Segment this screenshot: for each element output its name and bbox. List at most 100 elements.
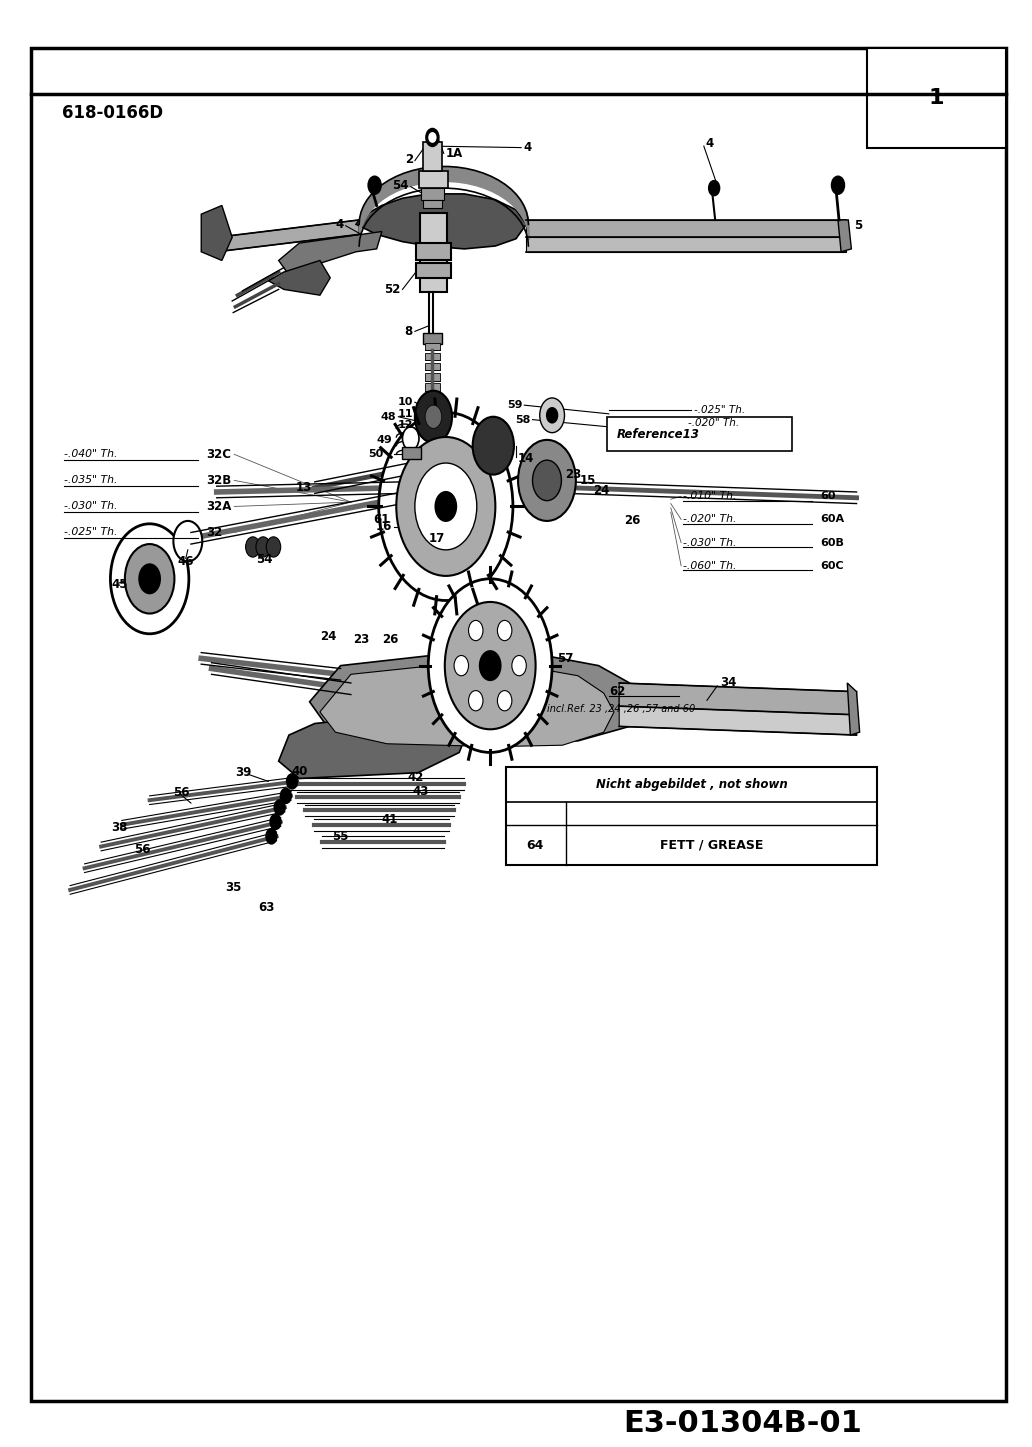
Text: 56: 56 (173, 787, 190, 799)
Text: 61: 61 (374, 514, 390, 525)
Circle shape (547, 408, 557, 423)
Text: 5: 5 (854, 220, 863, 232)
Text: 60C: 60C (820, 561, 844, 570)
Circle shape (442, 509, 466, 544)
Text: 54: 54 (256, 554, 272, 566)
Text: 4: 4 (706, 137, 714, 149)
Circle shape (533, 460, 561, 501)
Text: 60B: 60B (820, 538, 844, 547)
Circle shape (415, 463, 477, 550)
Circle shape (426, 129, 439, 146)
Bar (425, 353, 440, 360)
Circle shape (287, 774, 297, 789)
Polygon shape (847, 683, 860, 735)
Bar (425, 363, 440, 370)
Text: 10: 10 (397, 398, 413, 407)
Text: 1A: 1A (446, 148, 463, 159)
Circle shape (512, 655, 526, 676)
Text: 35: 35 (225, 881, 241, 893)
Text: 58: 58 (515, 415, 530, 424)
Text: 4: 4 (335, 218, 344, 230)
Polygon shape (268, 260, 330, 295)
Text: 60: 60 (820, 492, 836, 501)
Circle shape (266, 537, 281, 557)
Circle shape (445, 602, 536, 729)
Text: 14: 14 (518, 453, 535, 464)
Text: FETT / GREASE: FETT / GREASE (660, 839, 764, 851)
Circle shape (497, 690, 512, 710)
Text: 46: 46 (178, 556, 194, 567)
Bar (425, 343, 440, 350)
Circle shape (436, 492, 456, 521)
Circle shape (246, 537, 260, 557)
Text: 23: 23 (566, 469, 582, 480)
Circle shape (402, 427, 419, 450)
Polygon shape (526, 220, 846, 252)
Bar (420, 213, 447, 292)
Text: 12: 12 (397, 421, 413, 430)
Circle shape (275, 800, 285, 815)
Bar (423, 200, 442, 208)
Text: 54: 54 (392, 179, 409, 191)
Text: 45: 45 (111, 579, 128, 590)
Circle shape (281, 789, 291, 803)
Text: Nicht abgebildet , not shown: Nicht abgebildet , not shown (595, 778, 787, 790)
Polygon shape (320, 666, 614, 747)
Circle shape (379, 412, 513, 601)
Text: 34: 34 (720, 677, 737, 689)
Circle shape (256, 537, 270, 557)
Text: -.020" Th.: -.020" Th. (683, 515, 737, 524)
Text: 8: 8 (405, 326, 413, 337)
Text: -.010" Th.: -.010" Th. (683, 492, 737, 501)
Text: -.040" Th.: -.040" Th. (64, 450, 118, 459)
Text: 24: 24 (320, 631, 336, 642)
Polygon shape (279, 709, 470, 778)
Text: 43: 43 (413, 786, 429, 797)
Bar (402, 447, 421, 459)
Circle shape (473, 417, 514, 475)
Text: 26: 26 (624, 515, 641, 527)
Polygon shape (619, 683, 857, 715)
Text: 39: 39 (235, 767, 252, 778)
Text: 11: 11 (397, 410, 413, 418)
Bar (423, 333, 442, 344)
Circle shape (540, 398, 565, 433)
Text: Reference13: Reference13 (617, 428, 700, 440)
Polygon shape (310, 654, 640, 741)
Circle shape (469, 690, 483, 710)
Text: 23: 23 (353, 634, 369, 645)
Circle shape (497, 621, 512, 641)
Polygon shape (217, 220, 359, 252)
Text: 59: 59 (507, 401, 522, 410)
Bar (867, 48, 1006, 148)
Text: incl.Ref. 23 ,24 ,26 ,57 and 60: incl.Ref. 23 ,24 ,26 ,57 and 60 (547, 705, 696, 713)
Circle shape (428, 579, 552, 752)
Text: 64: 64 (526, 839, 543, 851)
Polygon shape (838, 220, 851, 252)
Text: 52: 52 (384, 284, 400, 295)
Text: -.060" Th.: -.060" Th. (683, 561, 737, 570)
Text: -.035" Th.: -.035" Th. (64, 476, 118, 485)
Text: 56: 56 (134, 844, 151, 855)
Circle shape (454, 655, 469, 676)
Text: E3-01304B-01: E3-01304B-01 (623, 1409, 863, 1438)
Text: 41: 41 (382, 813, 398, 825)
Text: 50: 50 (368, 450, 384, 459)
Text: 17: 17 (428, 532, 445, 544)
Circle shape (270, 815, 281, 829)
Circle shape (125, 544, 174, 614)
Polygon shape (279, 232, 382, 275)
Circle shape (709, 181, 719, 195)
FancyBboxPatch shape (607, 417, 792, 451)
Circle shape (832, 177, 844, 194)
Text: 49: 49 (377, 436, 392, 444)
Bar (425, 394, 440, 401)
Text: 16: 16 (376, 521, 392, 532)
Text: 15: 15 (580, 475, 596, 486)
Circle shape (518, 440, 576, 521)
Text: 48: 48 (381, 412, 396, 421)
Polygon shape (356, 194, 526, 249)
Circle shape (469, 621, 483, 641)
Polygon shape (619, 697, 857, 735)
Text: 32: 32 (206, 527, 223, 538)
